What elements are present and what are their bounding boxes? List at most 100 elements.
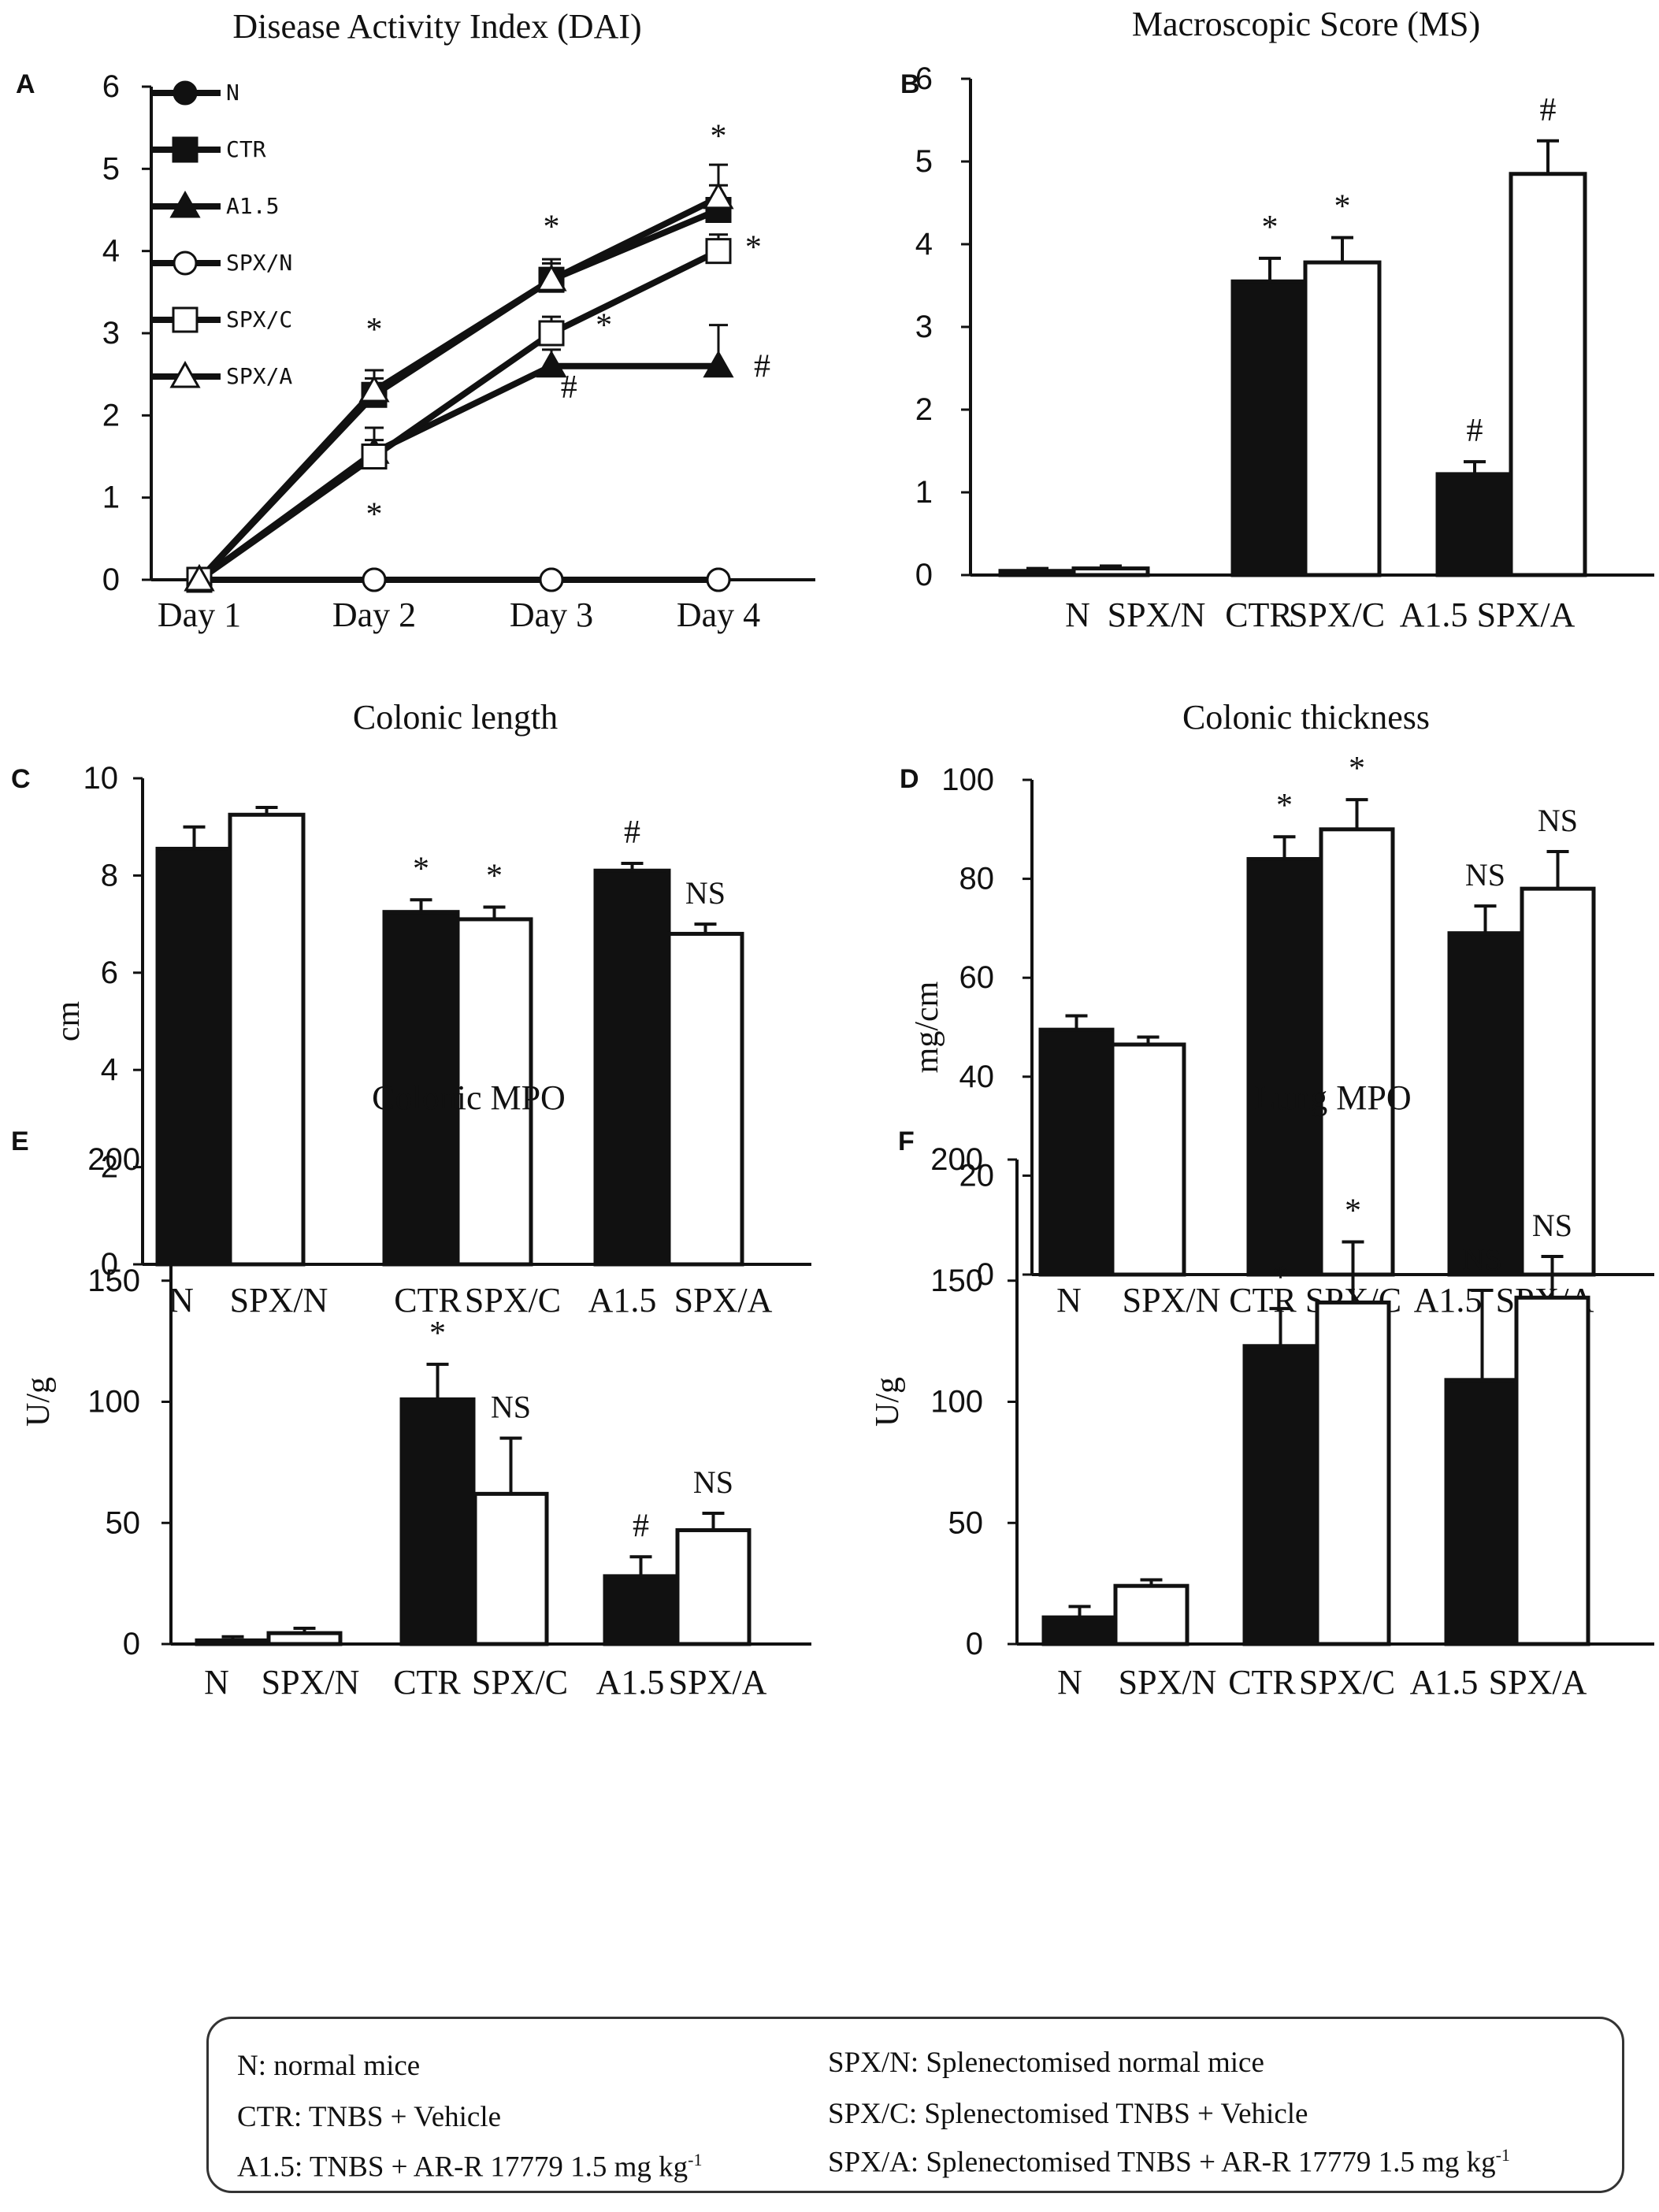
bar-D-SPX/A: [1520, 886, 1596, 1277]
y-tick-label-A-5: 5: [102, 151, 120, 186]
significance-label-D-2: *: [1276, 788, 1293, 824]
y-tick-label-B-1: 1: [915, 475, 933, 510]
bar-F-CTR: [1242, 1344, 1319, 1646]
y-tick-label-C-5: 10: [84, 761, 119, 796]
point-SPX/C-Day 2: [361, 444, 388, 469]
chart-B: B Macroscopic Score (MS) 0 1 2 3 4 5 6 N SPX/N * CTR…: [900, 5, 1654, 634]
legend-label-CTR: CTR: [226, 136, 266, 162]
point-SPX/A-Day 1: [184, 563, 215, 592]
point-A1.5-Day 4: [703, 350, 734, 378]
y-tick-label-D-1: 20: [959, 1158, 995, 1193]
x-tick-label-F-3: SPX/C: [1299, 1663, 1395, 1702]
y-tick-label-C-0: 0: [101, 1247, 118, 1282]
point-A1.5-Day 3: [536, 350, 567, 378]
significance-label-E-3: NS: [491, 1390, 531, 1425]
x-tick-label-C-1: SPX/N: [230, 1281, 328, 1319]
bar-C-SPX/A: [666, 931, 744, 1267]
point-SPX/A-Day 4: [703, 181, 734, 210]
x-tick-label-F-1: SPX/N: [1119, 1663, 1217, 1702]
chart-D: D Colonic thickness 0 20 40 60 80 100 mg/cm N SPX/…: [900, 698, 1654, 1319]
x-tick-label-E-5: SPX/A: [669, 1663, 767, 1702]
y-tick-label-C-1: 2: [101, 1150, 118, 1185]
y-tick-label-C-2: 4: [101, 1052, 118, 1087]
bar-D-SPX/C: [1319, 827, 1395, 1277]
significance-label-E-5: NS: [693, 1464, 733, 1500]
bar-D-CTR: [1246, 856, 1323, 1277]
y-tick-label-A-6: 6: [102, 69, 120, 104]
significance-label-E-4: #: [633, 1508, 649, 1544]
y-tick-label-A-3: 3: [102, 316, 120, 351]
x-tick-label-E-1: SPX/N: [262, 1663, 360, 1702]
significance-label-E-2: *: [429, 1316, 446, 1352]
x-tick-label-F-2: CTR: [1228, 1663, 1296, 1702]
x-tick-label-A-3: Day 4: [677, 596, 760, 634]
panel-letter-A: A: [16, 69, 35, 99]
annotation-A-5: *: [711, 119, 727, 155]
y-tick-label-D-4: 80: [959, 862, 995, 896]
point-SPX/N-Day 2: [362, 567, 387, 592]
x-tick-label-C-0: N: [169, 1281, 194, 1319]
x-tick-label-B-5: SPX/A: [1477, 596, 1575, 634]
y-axis-label-F: U/g: [870, 1377, 906, 1427]
significance-label-D-5: NS: [1538, 803, 1578, 838]
y-axis-label-C: cm: [50, 1001, 87, 1042]
significance-label-B-4: #: [1467, 413, 1483, 449]
legend-right-1: SPX/N: Splenectomised normal mice: [828, 2047, 1264, 2079]
legend-marker-SPX/C: [172, 306, 199, 333]
bar-B-A1.5: [1435, 472, 1514, 577]
annotation-A-4: #: [561, 369, 577, 406]
chart-title-E: Colonic MPO: [372, 1078, 566, 1117]
x-tick-label-A-0: Day 1: [158, 596, 241, 634]
bar-E-N: [195, 1638, 271, 1646]
significance-label-B-2: *: [1262, 210, 1279, 246]
x-tick-label-D-2: CTR: [1229, 1281, 1297, 1319]
chart-title-F: Lung MPO: [1254, 1078, 1411, 1117]
point-SPX/N-Day 3: [539, 567, 564, 592]
legend-left-3: A1.5: TNBS + AR-R 17779 1.5 mg kg-1: [237, 2150, 703, 2184]
bar-F-N: [1041, 1615, 1118, 1646]
significance-label-C-3: *: [486, 859, 503, 895]
annotation-A-6: *: [745, 229, 762, 265]
y-axis-label-E: U/g: [20, 1377, 57, 1427]
y-tick-label-C-4: 8: [101, 858, 118, 893]
bar-C-SPX/C: [455, 917, 533, 1267]
annotation-A-3: *: [596, 308, 612, 344]
x-tick-label-A-2: Day 3: [510, 596, 593, 634]
legend-marker-A1.5: [169, 190, 201, 218]
panel-letter-D: D: [900, 764, 919, 794]
chart-title-C: Colonic length: [353, 698, 558, 737]
significance-label-B-3: *: [1334, 189, 1351, 225]
y-tick-label-B-3: 3: [915, 310, 933, 344]
legend-right-2: SPX/C: Splenectomised TNBS + Vehicle: [828, 2098, 1308, 2130]
x-tick-label-D-0: N: [1056, 1281, 1082, 1319]
legend-marker-CTR: [172, 136, 199, 163]
bar-B-N: [998, 569, 1077, 577]
x-tick-label-C-5: SPX/A: [674, 1281, 773, 1319]
legend-label-N: N: [226, 80, 239, 106]
x-tick-label-C-2: CTR: [394, 1281, 462, 1319]
point-SPX/C-Day 3: [538, 320, 565, 347]
annotation-A-1: *: [366, 497, 383, 533]
significance-label-F-3: *: [1345, 1193, 1361, 1230]
y-tick-label-A-1: 1: [102, 481, 120, 515]
x-tick-label-C-3: SPX/C: [465, 1281, 561, 1319]
x-tick-label-A-1: Day 2: [332, 596, 416, 634]
point-SPX/A-Day 2: [358, 374, 390, 403]
point-SPX/N-Day 4: [706, 567, 731, 592]
y-tick-label-F-3: 150: [930, 1264, 983, 1298]
y-tick-label-F-4: 200: [930, 1142, 983, 1177]
series-line-SPX/A: [197, 195, 720, 582]
point-SPX/C-Day 4: [705, 238, 732, 265]
y-tick-label-F-0: 0: [966, 1627, 983, 1661]
bar-B-CTR: [1230, 279, 1309, 577]
bar-D-A1.5: [1447, 931, 1524, 1277]
bar-F-SPX/N: [1113, 1583, 1190, 1646]
bar-E-SPX/A: [675, 1527, 752, 1646]
legend-label-A1.5: A1.5: [226, 193, 279, 219]
bar-F-SPX/C: [1315, 1300, 1391, 1646]
significance-label-D-3: *: [1349, 751, 1365, 787]
panel-letter-E: E: [11, 1126, 29, 1156]
